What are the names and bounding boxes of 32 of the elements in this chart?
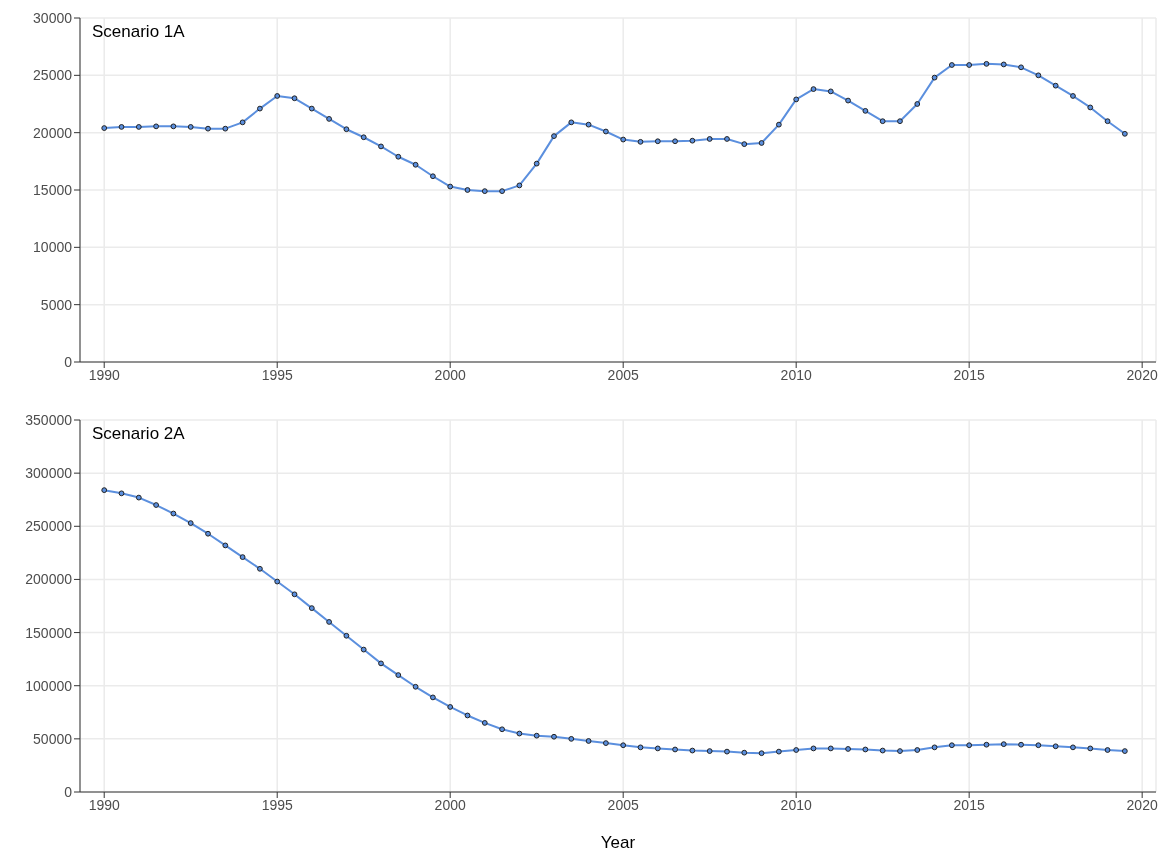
- x-axis-title: Year: [600, 833, 636, 852]
- y-tick-label: 20000: [33, 124, 73, 141]
- x-tick-label: 2015: [953, 366, 985, 383]
- x-tick-label: 2010: [780, 796, 812, 813]
- x-tick-label: 1995: [261, 796, 293, 813]
- x-tick-label: 2010: [780, 366, 812, 383]
- x-tick-label: 2020: [1126, 366, 1158, 383]
- y-tick-label: 25000: [33, 67, 73, 84]
- x-tick-label: 1995: [261, 366, 293, 383]
- chart-title: Scenario 2A: [92, 424, 185, 444]
- x-tick-label: 2005: [607, 366, 639, 383]
- x-tick-label: 1990: [88, 796, 120, 813]
- y-tick-label: 200000: [25, 571, 73, 588]
- y-tick-label: 10000: [33, 239, 73, 256]
- y-tick-label: 30000: [33, 9, 73, 26]
- x-tick-label: 1990: [88, 366, 120, 383]
- chart-title: Scenario 1A: [92, 22, 185, 42]
- y-tick-label: 0: [64, 783, 73, 800]
- y-tick-label: 350000: [25, 411, 73, 428]
- x-tick-label: 2000: [434, 366, 466, 383]
- y-tick-label: 250000: [25, 518, 73, 535]
- y-tick-label: 150000: [25, 624, 73, 641]
- y-tick-label: 0: [64, 353, 73, 370]
- x-tick-label: 2005: [607, 796, 639, 813]
- y-tick-label: 5000: [40, 296, 73, 313]
- y-tick-label: 50000: [33, 730, 73, 747]
- x-tick-label: 2020: [1126, 796, 1158, 813]
- y-tick-label: 15000: [33, 181, 73, 198]
- y-tick-label: 100000: [25, 677, 73, 694]
- x-tick-label: 2015: [953, 796, 985, 813]
- x-tick-label: 2000: [434, 796, 466, 813]
- y-tick-label: 300000: [25, 465, 73, 482]
